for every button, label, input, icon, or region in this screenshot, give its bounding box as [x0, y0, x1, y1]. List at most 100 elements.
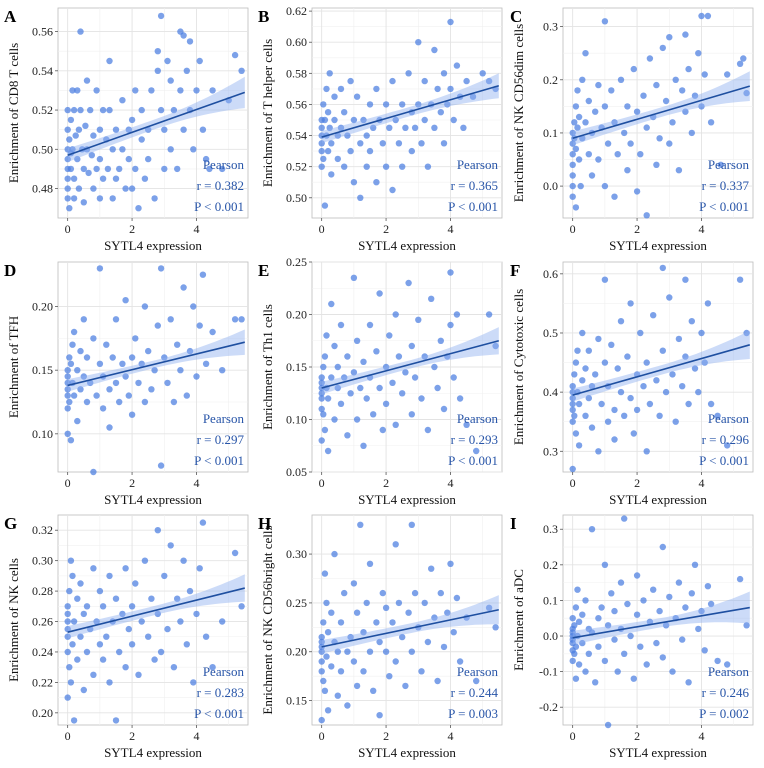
- data-point: [405, 609, 412, 616]
- data-point: [170, 398, 178, 406]
- data-point: [209, 328, 216, 336]
- data-point: [64, 405, 71, 412]
- panel-I: I Pearson r = 0.246 P = 0.002 0 2 4 -0.2 -0.1 0.0…: [510, 514, 754, 760]
- y-tick-label: 0.54: [286, 129, 307, 143]
- data-point: [669, 668, 676, 675]
- data-point: [373, 85, 380, 93]
- data-point: [64, 430, 71, 437]
- regression-line: [67, 587, 245, 633]
- y-tick-label: 0.56: [286, 97, 307, 111]
- stat-p: P < 0.001: [699, 199, 749, 214]
- data-point: [569, 182, 576, 190]
- data-point: [604, 418, 612, 425]
- data-point: [714, 412, 721, 419]
- data-point: [366, 560, 374, 567]
- data-point: [202, 360, 210, 367]
- data-point: [167, 316, 174, 323]
- data-point: [202, 633, 210, 640]
- data-point: [627, 140, 634, 147]
- data-point: [659, 264, 666, 272]
- stat-method: Pearson: [203, 664, 245, 679]
- data-point: [219, 618, 226, 625]
- data-point: [320, 101, 327, 108]
- x-tick-label: 2: [634, 222, 640, 236]
- data-point: [323, 653, 330, 660]
- data-point: [392, 541, 399, 548]
- data-point: [571, 650, 578, 657]
- x-tick-label: 0: [570, 729, 576, 743]
- data-point: [579, 611, 586, 618]
- data-point: [164, 57, 171, 65]
- data-point: [402, 124, 409, 131]
- data-point: [669, 119, 676, 126]
- data-point: [196, 57, 203, 65]
- data-point: [74, 87, 81, 94]
- data-point: [141, 175, 149, 182]
- data-point: [321, 116, 329, 124]
- data-point: [328, 300, 335, 308]
- data-point: [199, 271, 207, 278]
- data-point: [74, 367, 81, 374]
- data-point: [148, 87, 155, 94]
- data-point: [331, 550, 338, 558]
- data-point: [66, 587, 73, 595]
- data-point: [157, 12, 165, 20]
- data-point: [337, 668, 345, 675]
- x-tick-label: 4: [698, 729, 704, 743]
- data-point: [193, 610, 200, 618]
- data-point: [447, 269, 454, 276]
- stat-method: Pearson: [203, 157, 245, 172]
- y-tick-label: 0.50: [286, 191, 307, 205]
- data-point: [704, 300, 712, 307]
- x-axis-label: SYTL4 expression: [358, 492, 456, 507]
- panel-letter: B: [258, 7, 269, 26]
- data-point: [373, 619, 380, 626]
- confidence-band: [321, 327, 499, 395]
- data-point: [112, 717, 120, 724]
- data-point: [64, 648, 71, 656]
- data-point: [569, 193, 576, 200]
- data-point: [174, 595, 181, 602]
- data-point: [67, 116, 75, 124]
- y-axis-label: Enrichment of NK CD56dim cells: [511, 24, 526, 202]
- data-point: [376, 384, 383, 392]
- y-tick-label: 0.1: [543, 126, 558, 140]
- data-point: [337, 124, 345, 131]
- data-point: [633, 572, 641, 579]
- data-point: [334, 384, 341, 392]
- data-point: [77, 347, 84, 355]
- data-point: [193, 87, 200, 94]
- data-point: [357, 384, 364, 392]
- data-point: [376, 638, 383, 646]
- data-point: [659, 44, 666, 52]
- data-point: [318, 124, 325, 131]
- data-point: [395, 353, 403, 360]
- data-point: [344, 702, 351, 709]
- data-point: [360, 442, 367, 449]
- data-point: [569, 383, 576, 390]
- data-point: [437, 109, 444, 116]
- data-point: [318, 633, 325, 641]
- data-point: [318, 390, 325, 397]
- data-point: [161, 126, 168, 133]
- data-point: [682, 31, 689, 38]
- data-point: [408, 648, 415, 655]
- data-point: [72, 132, 79, 139]
- data-point: [116, 648, 123, 656]
- data-point: [318, 395, 325, 402]
- data-point: [685, 679, 692, 686]
- data-point: [90, 185, 97, 192]
- x-tick-label: 0: [65, 476, 71, 490]
- data-point: [611, 193, 618, 200]
- data-point: [447, 85, 454, 93]
- data-point: [421, 77, 428, 85]
- data-point: [698, 12, 705, 20]
- data-point: [453, 311, 461, 318]
- panel-letter: G: [4, 514, 17, 533]
- data-point: [399, 390, 406, 397]
- data-point: [574, 124, 581, 131]
- data-point: [572, 145, 580, 153]
- data-point: [485, 604, 493, 611]
- data-point: [70, 175, 78, 182]
- y-tick-label: 0.2: [543, 558, 558, 572]
